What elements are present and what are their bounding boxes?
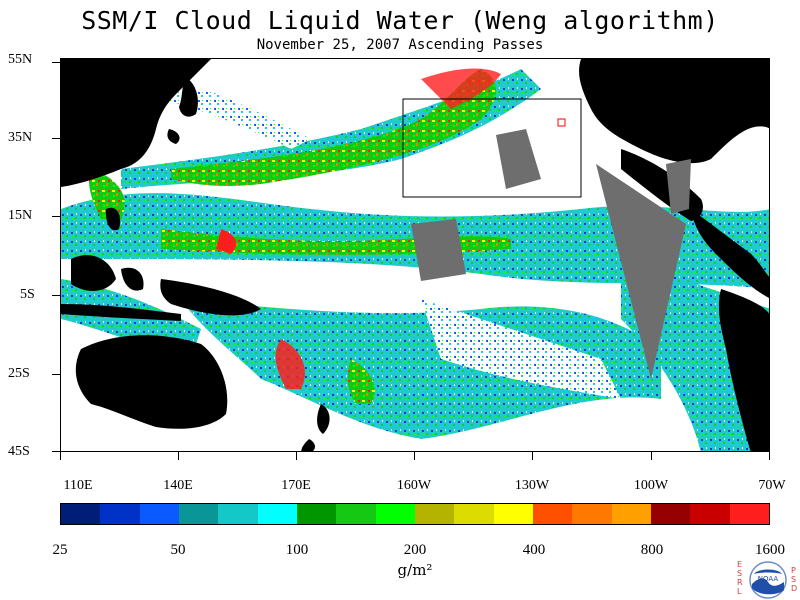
missing-data-gaps bbox=[411, 129, 691, 379]
colorbar-swatch-16 bbox=[690, 504, 730, 524]
colorbar-swatch-1 bbox=[100, 504, 140, 524]
colorbar-label-100: 100 bbox=[285, 542, 309, 558]
colorbar bbox=[60, 503, 770, 525]
colorbar-swatch-17 bbox=[729, 504, 769, 524]
cloud-liquid-water-map bbox=[60, 58, 770, 452]
colorbar-swatch-10 bbox=[454, 504, 494, 524]
colorbar-swatch-13 bbox=[572, 504, 612, 524]
colorbar-swatch-6 bbox=[296, 504, 337, 524]
colorbar-label-200: 200 bbox=[403, 542, 427, 558]
cloud-field-heavy bbox=[89, 68, 511, 404]
colorbar-swatch-3 bbox=[178, 504, 219, 524]
lon-label-70w: 70W bbox=[758, 478, 786, 493]
lon-label-140e: 140E bbox=[163, 478, 193, 493]
colorbar-swatch-7 bbox=[336, 504, 376, 524]
colorbar-label-25: 25 bbox=[52, 542, 68, 558]
colorbar-label-400: 400 bbox=[522, 542, 546, 558]
lat-label-35n: 35N bbox=[8, 130, 33, 145]
colorbar-swatch-4 bbox=[218, 504, 258, 524]
colorbar-swatch-14 bbox=[611, 504, 651, 524]
site-marker bbox=[557, 118, 566, 127]
lat-label-55n: 55N bbox=[8, 52, 33, 67]
colorbar-swatch-15 bbox=[650, 504, 691, 524]
colorbar-label-50: 50 bbox=[170, 542, 186, 558]
noaa-logo: NOAA bbox=[749, 561, 787, 599]
colorbar-unit: g/m² bbox=[397, 561, 433, 579]
map-title: SSM/I Cloud Liquid Water (Weng algorithm… bbox=[81, 6, 719, 35]
lat-label-5s: 5S bbox=[20, 287, 35, 302]
lon-label-110e: 110E bbox=[63, 478, 93, 493]
land-masses bbox=[61, 59, 769, 451]
map-canvas bbox=[61, 59, 769, 451]
lat-label-15n: 15N bbox=[8, 208, 33, 223]
region-outline-box bbox=[402, 98, 582, 198]
lat-label-25s: 25S bbox=[8, 366, 30, 381]
colorbar-label-800: 800 bbox=[640, 542, 664, 558]
noaa-logo-text: NOAA bbox=[758, 575, 779, 583]
colorbar-swatch-2 bbox=[139, 504, 179, 524]
lat-label-45s: 45S bbox=[8, 444, 30, 459]
colorbar-swatch-8 bbox=[375, 504, 415, 524]
map-subtitle: November 25, 2007 Ascending Passes bbox=[256, 37, 544, 53]
lon-label-100w: 100W bbox=[633, 478, 669, 493]
lon-label-130w: 130W bbox=[514, 478, 550, 493]
colorbar-swatch-0 bbox=[61, 504, 101, 524]
colorbar-swatch-11 bbox=[493, 504, 533, 524]
lon-label-160w: 160W bbox=[396, 478, 432, 493]
colorbar-swatch-9 bbox=[414, 504, 455, 524]
colorbar-label-1600: 1600 bbox=[755, 542, 785, 558]
colorbar-swatch-5 bbox=[257, 504, 297, 524]
lon-label-170e: 170E bbox=[281, 478, 311, 493]
colorbar-swatch-12 bbox=[532, 504, 573, 524]
